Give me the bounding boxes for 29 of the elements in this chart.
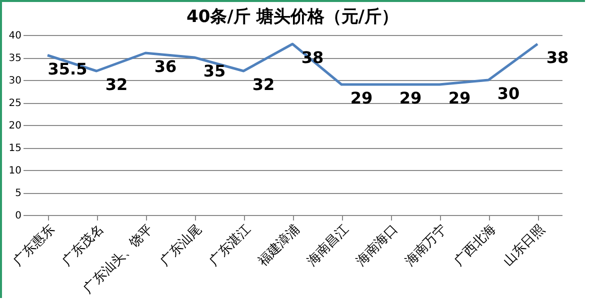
x-tick-label: 广东惠东 xyxy=(10,222,58,270)
x-tick-label: 海南昌江 xyxy=(304,222,352,270)
x-tick-label: 广东湛江 xyxy=(206,222,254,270)
data-label: 36 xyxy=(154,57,177,76)
x-tick-label: 山东日照 xyxy=(500,222,548,270)
y-tick-label: 25 xyxy=(8,98,22,109)
data-label: 30 xyxy=(497,84,520,103)
x-tick-label: 广东汕尾 xyxy=(158,222,205,270)
y-tick-label: 15 xyxy=(8,143,22,154)
y-tick-label: 30 xyxy=(8,76,22,86)
x-tick-label: 广西北海 xyxy=(452,222,499,270)
data-label: 35 xyxy=(203,62,226,80)
y-tick-label: 5 xyxy=(15,188,22,199)
y-tick-label: 0 xyxy=(15,210,22,222)
x-tick-label: 海南海口 xyxy=(354,222,401,270)
data-label: 35.5 xyxy=(48,59,88,78)
x-tick-label: 海南万宁 xyxy=(402,221,450,270)
y-tick-label: 40 xyxy=(8,30,22,42)
y-tick-label: 20 xyxy=(8,120,22,132)
data-label: 29 xyxy=(350,88,373,108)
data-label: 38 xyxy=(546,48,569,67)
chart-title: 40条/斤 塘头价格（元/斤） xyxy=(186,7,398,27)
data-label: 32 xyxy=(105,75,128,94)
x-tick-label: 福建漳浦 xyxy=(256,222,303,270)
data-label: 29 xyxy=(448,88,471,108)
y-tick-label: 10 xyxy=(8,166,22,176)
data-label: 32 xyxy=(252,75,275,94)
y-tick-label: 35 xyxy=(8,53,22,64)
data-label: 29 xyxy=(399,88,422,108)
